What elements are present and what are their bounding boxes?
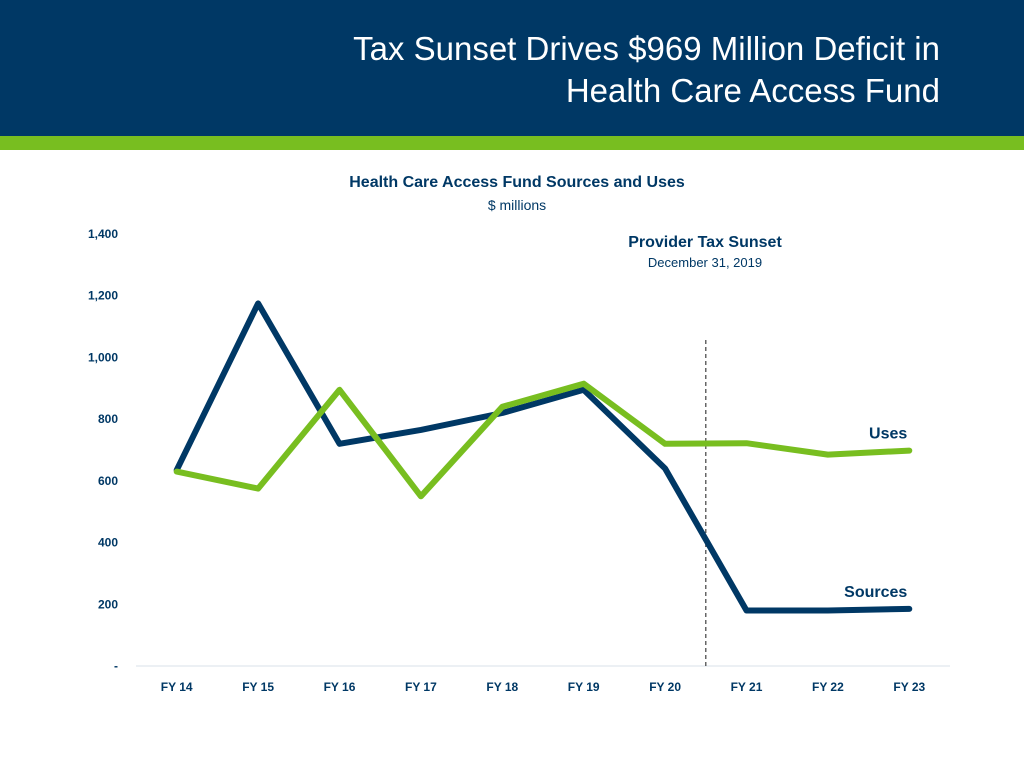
series-label-sources: Sources: [844, 584, 907, 601]
annotation-subtitle: December 31, 2019: [648, 255, 762, 270]
header-banner: [0, 0, 1024, 136]
x-tick-label-fy-23: FY 23: [893, 680, 925, 694]
x-tick-label-fy-17: FY 17: [405, 680, 437, 694]
x-tick-label-fy-15: FY 15: [242, 680, 274, 694]
annotation-title: Provider Tax Sunset: [628, 234, 782, 251]
page-title: Tax Sunset Drives $969 Million Deficit i…: [353, 28, 940, 112]
header-accent-stripe: [0, 136, 1024, 150]
series-line-sources: [173, 300, 913, 614]
y-tick-label-200: 200: [98, 597, 118, 611]
x-tick-label-fy-20: FY 20: [649, 680, 681, 694]
y-tick-label-1200: 1,200: [88, 289, 118, 303]
x-tick-label-fy-21: FY 21: [731, 680, 763, 694]
y-tick-label-400: 400: [98, 536, 118, 550]
y-tick-label-800: 800: [98, 412, 118, 426]
x-tick-label-fy-22: FY 22: [812, 680, 844, 694]
x-tick-label-fy-18: FY 18: [486, 680, 518, 694]
y-tick-label-0: -: [114, 659, 118, 673]
y-tick-label-1000: 1,000: [88, 350, 118, 364]
y-tick-label-1400: 1,400: [88, 227, 118, 241]
series-line-uses: [173, 380, 913, 500]
page-title-line-1: Tax Sunset Drives $969 Million Deficit i…: [353, 30, 940, 67]
chart-title: Health Care Access Fund Sources and Uses: [349, 174, 685, 191]
series-label-uses: Uses: [869, 426, 907, 443]
x-tick-label-fy-16: FY 16: [324, 680, 356, 694]
chart-subtitle: $ millions: [487, 197, 547, 213]
x-tick-label-fy-14: FY 14: [161, 680, 193, 694]
y-tick-label-600: 600: [98, 474, 118, 488]
x-tick-label-fy-19: FY 19: [568, 680, 600, 694]
page-title-line-2: Health Care Access Fund: [565, 72, 940, 109]
